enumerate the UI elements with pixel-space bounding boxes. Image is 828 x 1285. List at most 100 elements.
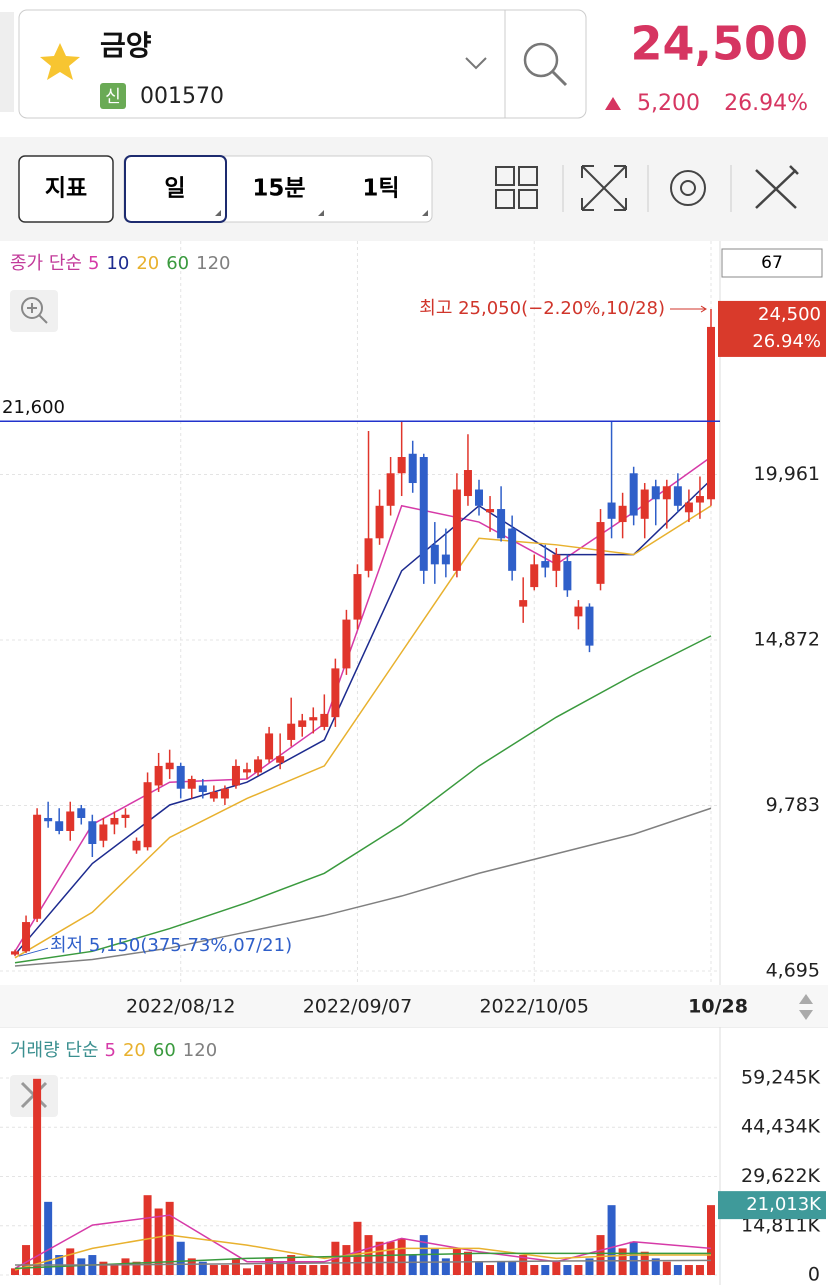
candle-body bbox=[530, 564, 539, 588]
legend-item: 120 bbox=[196, 253, 230, 274]
candle-body bbox=[353, 574, 362, 620]
badge-box bbox=[100, 83, 126, 109]
candle-body bbox=[463, 470, 472, 497]
volume-bar bbox=[463, 1251, 472, 1275]
moving-average bbox=[14, 1252, 711, 1270]
volume-bar bbox=[629, 1241, 638, 1275]
volume-bar bbox=[353, 1221, 362, 1275]
candle-body bbox=[452, 489, 461, 571]
scroll-arrows[interactable] bbox=[799, 994, 813, 1020]
corner-marks bbox=[215, 210, 428, 216]
volume-bar bbox=[132, 1261, 141, 1275]
period-selected[interactable] bbox=[124, 155, 227, 223]
volume-bar bbox=[530, 1265, 539, 1275]
candle-body bbox=[342, 619, 351, 669]
volume-bar bbox=[143, 1195, 152, 1275]
candle-body bbox=[430, 544, 439, 565]
volume-bar bbox=[408, 1255, 417, 1275]
volume-bar bbox=[607, 1205, 616, 1275]
zoom-icon bbox=[21, 297, 43, 319]
y-tick-label: 59,245K bbox=[741, 1067, 820, 1089]
candle-body bbox=[695, 496, 704, 503]
period-day[interactable]: 일 bbox=[164, 176, 185, 202]
candle-body bbox=[441, 554, 450, 565]
candle-body bbox=[121, 814, 130, 818]
volume-bar bbox=[176, 1241, 185, 1275]
expand-icon[interactable] bbox=[581, 165, 627, 211]
candle-body bbox=[707, 326, 715, 500]
volume-bar bbox=[673, 1265, 682, 1275]
candle-body bbox=[154, 765, 163, 786]
candle-body bbox=[99, 824, 108, 841]
volume-bar bbox=[33, 1078, 42, 1275]
candle-body bbox=[243, 769, 251, 773]
candle-body bbox=[254, 759, 263, 773]
volume-bar bbox=[342, 1245, 351, 1275]
volume-bar bbox=[44, 1201, 53, 1275]
tools-icon[interactable] bbox=[755, 165, 799, 209]
volume-bar bbox=[519, 1255, 528, 1275]
candle-body bbox=[33, 814, 42, 919]
y-tick-label: 29,622K bbox=[741, 1165, 820, 1187]
period-tick[interactable]: 1틱 bbox=[362, 176, 399, 202]
candle-body bbox=[486, 509, 495, 513]
x-tick-label: 2022/10/05 bbox=[479, 996, 589, 1018]
volume-bar bbox=[287, 1255, 296, 1275]
settings-icon[interactable] bbox=[670, 170, 706, 206]
candle-body bbox=[651, 486, 660, 500]
favorite-star[interactable] bbox=[40, 43, 80, 80]
search-icon[interactable] bbox=[523, 42, 559, 78]
x-tick-label: 2022/09/07 bbox=[303, 996, 413, 1018]
volume-bar bbox=[320, 1265, 329, 1275]
candle-body bbox=[541, 561, 550, 568]
candle-body bbox=[607, 502, 616, 519]
candle-body bbox=[618, 505, 627, 523]
volume-bar bbox=[276, 1261, 285, 1275]
candle-body bbox=[640, 489, 649, 519]
badge: 신 bbox=[105, 87, 121, 107]
layout-icon[interactable] bbox=[495, 166, 538, 209]
low-label: 최저 5,150(375.73%,07/21) bbox=[50, 935, 292, 956]
volume-bar bbox=[66, 1248, 75, 1275]
candle-body bbox=[55, 821, 64, 831]
volume-bar bbox=[110, 1265, 119, 1275]
volume-bar bbox=[187, 1258, 196, 1275]
candle-body bbox=[176, 765, 185, 789]
moving-average bbox=[14, 456, 712, 952]
volume-bar bbox=[651, 1258, 660, 1275]
moving-average bbox=[14, 807, 712, 967]
candle-body bbox=[397, 457, 406, 474]
indicator-button[interactable] bbox=[18, 155, 114, 223]
high-arrow bbox=[670, 305, 707, 313]
volume-bar bbox=[397, 1238, 406, 1275]
legend-title: 종가 단순 bbox=[10, 253, 82, 274]
dropdown[interactable] bbox=[465, 57, 487, 70]
left-edge bbox=[0, 12, 14, 112]
up-arrow bbox=[605, 97, 621, 110]
candle-body bbox=[198, 785, 207, 792]
period-15min[interactable]: 15분 bbox=[252, 176, 305, 202]
volume-bar bbox=[375, 1241, 384, 1275]
stock-box[interactable] bbox=[18, 9, 587, 119]
volume-bar bbox=[596, 1235, 605, 1275]
last-price: 24,500 bbox=[758, 304, 821, 325]
volume-bar bbox=[22, 1245, 31, 1275]
x-tick-label: 2022/08/12 bbox=[126, 996, 236, 1018]
candle-body bbox=[110, 817, 119, 825]
candle-body bbox=[320, 713, 329, 727]
legend-item: 20 bbox=[136, 253, 159, 274]
candle-body bbox=[143, 782, 152, 848]
y-tick-label: 9,783 bbox=[766, 794, 820, 816]
candle-body bbox=[673, 486, 682, 506]
volume-bar bbox=[243, 1268, 251, 1275]
candle-body bbox=[408, 453, 417, 484]
zoom-button[interactable] bbox=[10, 290, 58, 332]
volume-bar bbox=[154, 1208, 163, 1275]
count-box bbox=[721, 248, 823, 278]
legend-item: 120 bbox=[183, 1040, 217, 1061]
candle-body bbox=[209, 791, 218, 799]
candle-body bbox=[187, 778, 196, 789]
volume-bar bbox=[11, 1268, 19, 1275]
price-line-label: 21,600 bbox=[2, 397, 65, 418]
volume-bar bbox=[99, 1261, 108, 1275]
